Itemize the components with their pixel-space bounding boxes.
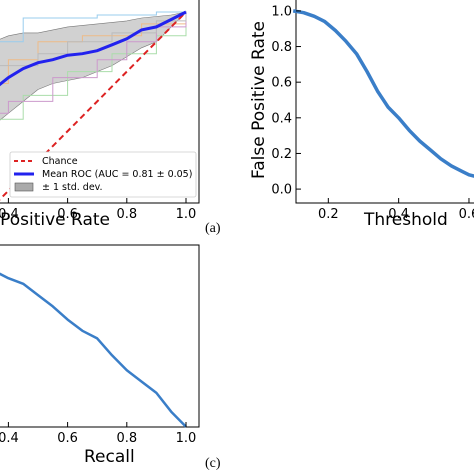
legend-band-label: ± 1 std. dev. [42,182,103,193]
pr-x-ticks: 0.4 0.6 0.8 1.0 [0,422,196,446]
x-tick-label: 0.6 [459,207,474,222]
x-tick-label: 0.4 [388,207,409,222]
roc-x-ticks: 0.4 0.6 0.8 1.0 [0,198,196,222]
fold-roc-curve [0,12,187,67]
pr-panel: 0.4 0.6 0.8 1.0 Recall [0,244,200,467]
fold-curves-layer [0,11,187,120]
y-tick-label: 0.2 [271,147,292,162]
legend-band-swatch [14,182,34,192]
pr-curve [0,272,187,428]
x-tick-label: 1.0 [176,431,197,446]
roc-frame [0,0,200,204]
fold-roc-curve [0,12,187,114]
x-tick-label: 0.6 [57,431,78,446]
y-tick-label: 0.8 [271,40,292,55]
threshold-x-ticks: 0.2 0.4 0.6 [318,198,474,222]
threshold-y-axis-label: False Positive Rate [249,21,269,179]
pr-curve-layer [0,272,187,428]
mean-roc-layer [0,10,187,87]
roc-panel: 0.4 0.6 0.8 1.0 False Positive Rate Chance … [0,0,200,230]
y-tick-label: 0.4 [271,111,292,126]
y-tick-label: 1.0 [271,4,292,19]
panel-a-label: (a) [205,221,221,236]
panel-c-label: (c) [205,456,221,471]
pr-frame [0,244,200,428]
x-tick-label: 0.2 [318,207,339,222]
fold-roc-curve [0,12,187,84]
fpr-curve [292,9,474,178]
fold-roc-curve [0,11,186,43]
threshold-x-axis-label: Threshold [363,210,448,230]
roc-legend: Chance Mean ROC (AUC = 0.81 ± 0.05) ± 1 … [9,151,197,198]
x-tick-label: 1.0 [176,207,197,222]
x-tick-label: 0.4 [0,431,19,446]
legend-mean-label: Mean ROC (AUC = 0.81 ± 0.05) [42,169,192,180]
std-dev-band [0,11,187,121]
legend-chance-label: Chance [42,156,78,167]
std-dev-band-layer [0,11,187,121]
legend-box [9,151,197,198]
pr-x-axis-label: Recall [84,447,135,467]
fold-roc-curve [0,12,187,120]
threshold-y-ticks: 0.0 0.2 0.4 0.6 0.8 1.0 [271,4,301,198]
fpr-curve-layer [292,9,474,178]
x-tick-label: 0.4 [0,207,19,222]
threshold-frame [295,0,474,204]
y-tick-label: 0.0 [271,183,292,198]
threshold-panel: 0.2 0.4 0.6 0.0 0.2 0.4 0.6 0.8 1.0 Threshold F… [249,0,474,230]
x-tick-label: 0.8 [116,207,137,222]
mean-roc-curve [0,10,187,87]
y-tick-label: 0.6 [271,76,292,91]
x-tick-label: 0.8 [116,431,137,446]
x-tick-label: 0.6 [57,207,78,222]
roc-x-axis-label: False Positive Rate [0,210,110,230]
